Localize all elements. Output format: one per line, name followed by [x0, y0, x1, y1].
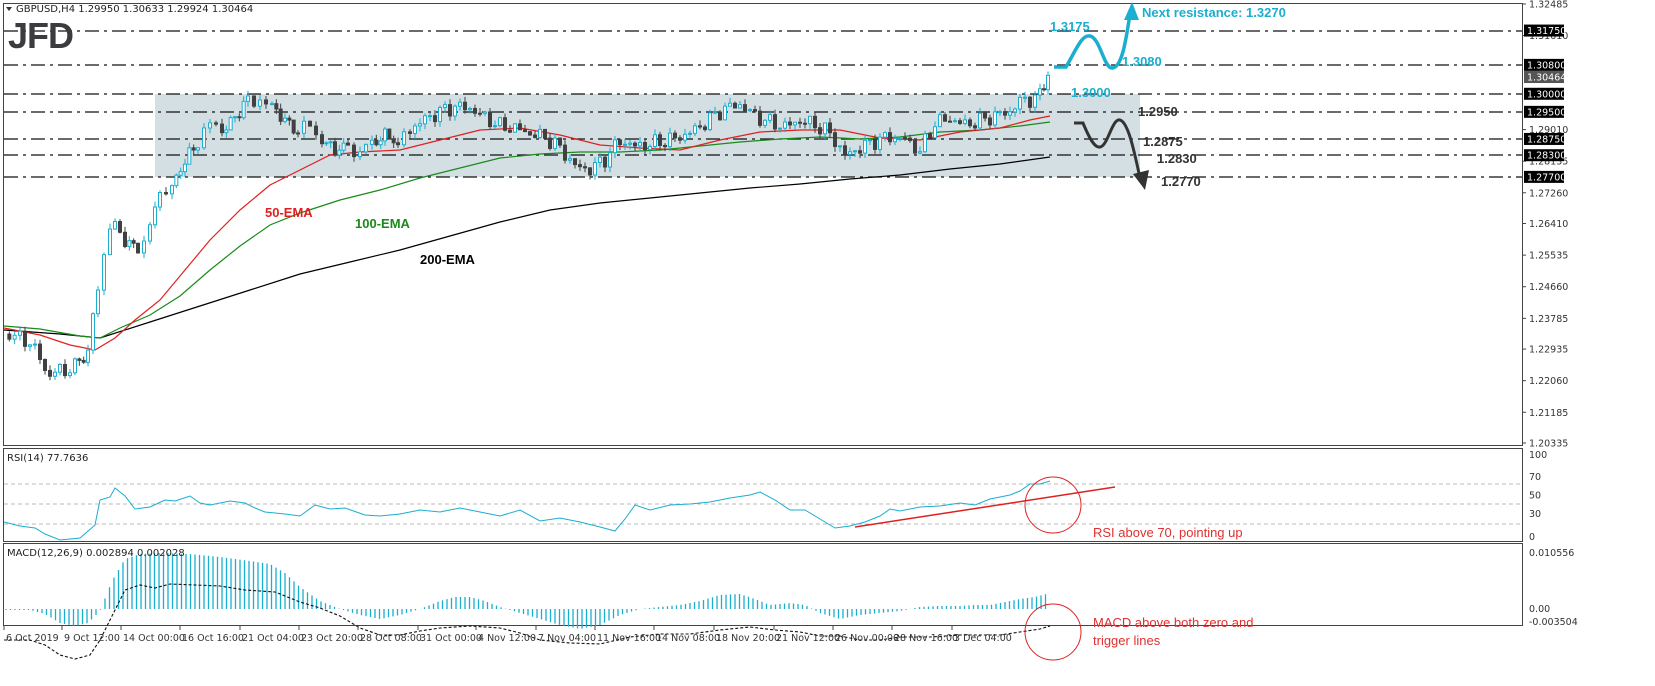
bull-scenario-arrow	[1054, 13, 1132, 70]
time-tick: 18 Nov 20:00	[716, 633, 780, 644]
bear-arrow-head	[1133, 170, 1149, 190]
time-tick: 4 Nov 12:00	[478, 633, 536, 644]
collapse-triangle-icon[interactable]	[6, 7, 12, 11]
price-tick: 1.22935	[1529, 345, 1568, 356]
rsi-tick: 50	[1529, 491, 1541, 502]
macd-tick: 0.00	[1529, 604, 1550, 615]
price-tick: 1.21185	[1529, 408, 1568, 419]
label-bear-3: 1.2830	[1157, 151, 1197, 166]
level-tag: 1.31750	[1527, 26, 1566, 37]
time-tick: 9 Oct 12:00	[64, 633, 120, 644]
macd-panel: MACD above both zero and trigger lines M…	[4, 548, 1253, 661]
macd-tick: -0.003504	[1529, 617, 1578, 628]
level-tag: 1.28750	[1527, 134, 1566, 145]
label-ema200: 200-EMA	[420, 252, 476, 267]
time-tick: 23 Oct 20:00	[301, 633, 363, 644]
level-tag: 1.29500	[1527, 107, 1566, 118]
price-tick: 1.24660	[1529, 282, 1568, 293]
macd-note-line2: trigger lines	[1093, 633, 1161, 648]
level-tag: 1.30800	[1527, 60, 1566, 71]
label-current-level: 1.3000	[1071, 85, 1111, 100]
time-tick: 31 Oct 00:00	[420, 633, 482, 644]
macd-signal-line	[4, 583, 1051, 660]
label-bear-4: 1.2770	[1161, 174, 1201, 189]
time-tick: 28 Oct 08:00	[360, 633, 422, 644]
rsi-tick: 30	[1529, 509, 1541, 520]
level-tag: 1.28300	[1527, 151, 1566, 162]
ema50-line	[3, 115, 1051, 351]
label-bear-1: 1.2950	[1138, 104, 1178, 119]
rsi-panel: RSI above 70, pointing up RSI(14) 77.763…	[3, 453, 1522, 541]
label-bear-2: 1.2875	[1143, 134, 1183, 149]
time-tick: 14 Nov 08:00	[656, 633, 720, 644]
price-tick: 1.26410	[1529, 219, 1568, 230]
label-next-resistance: Next resistance: 1.3270	[1142, 5, 1286, 20]
rsi-label: RSI(14) 77.7636	[7, 453, 88, 464]
time-tick: 3 Dec 04:00	[954, 633, 1012, 644]
price-tick: 1.29010	[1529, 125, 1568, 136]
label-bull-pullback: 1.3080	[1122, 54, 1162, 69]
price-tick: 1.20335	[1529, 439, 1568, 450]
macd-tick: 0.010556	[1529, 548, 1574, 559]
panel-frames	[3, 3, 1523, 626]
time-tick: 26 Nov 00:00	[835, 633, 899, 644]
label-bull-high: 1.3175	[1050, 19, 1090, 34]
price-tick: 1.25535	[1529, 251, 1568, 262]
label-ema100: 100-EMA	[355, 216, 411, 231]
bear-scenario-arrow	[1074, 118, 1142, 179]
level-tag: 1.27700	[1527, 172, 1566, 183]
macd-histogram	[5, 553, 1047, 629]
symbol-info: GBPUSD,H4 1.29950 1.30633 1.29924 1.3046…	[16, 4, 253, 15]
time-tick: 16 Oct 16:00	[182, 633, 244, 644]
ema200-line	[3, 156, 1051, 339]
jfd-logo: JFD	[8, 15, 74, 56]
bull-arrow-head	[1124, 2, 1139, 20]
rsi-tick: 0	[1529, 532, 1535, 543]
price-tick: 1.27260	[1529, 188, 1568, 199]
rsi-line	[3, 480, 1051, 541]
price-candles	[7, 71, 1050, 381]
price-axis: 1.32485 1.31610 1.29010 1.28135 1.27260 1.264…	[1522, 0, 1578, 628]
range-box	[155, 94, 1140, 177]
time-tick: 21 Nov 12:00	[776, 633, 840, 644]
price-tick: 1.22060	[1529, 376, 1568, 387]
time-tick: 21 Oct 04:00	[242, 633, 304, 644]
time-tick: 6 Oct 2019	[6, 633, 59, 644]
level-tag: 1.30000	[1527, 89, 1566, 100]
macd-label: MACD(12,26,9) 0.002894 0.002028	[7, 548, 185, 559]
time-tick: 28 Nov 16:00	[894, 633, 958, 644]
price-tick: 1.32485	[1529, 0, 1568, 11]
rsi-tick: 70	[1529, 472, 1541, 483]
rsi-note: RSI above 70, pointing up	[1093, 525, 1243, 540]
price-tick: 1.28135	[1529, 157, 1568, 168]
price-tick: 1.23785	[1529, 314, 1568, 325]
svg-text:JFD: JFD	[8, 15, 73, 56]
horizontal-levels	[4, 30, 1522, 178]
macd-highlight-circle	[1024, 603, 1082, 661]
label-ema50: 50-EMA	[265, 205, 313, 220]
ema100-line	[3, 121, 1051, 339]
rsi-highlight-circle	[1024, 476, 1082, 534]
time-tick: 14 Oct 00:00	[123, 633, 185, 644]
rsi-tick: 100	[1529, 450, 1547, 461]
price-tick: 1.31610	[1529, 31, 1568, 42]
current-price-tag: 1.30464	[1527, 73, 1566, 84]
time-tick: 7 Nov 04:00	[538, 633, 596, 644]
rsi-trendline	[854, 486, 1116, 528]
macd-note-line1: MACD above both zero and	[1093, 615, 1253, 630]
time-tick: 11 Nov 16:00	[597, 633, 661, 644]
